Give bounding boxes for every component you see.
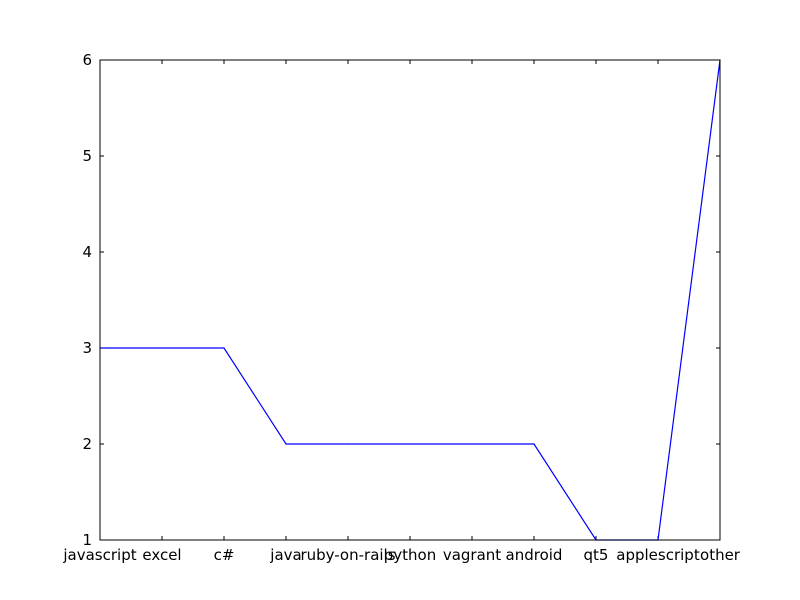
y-tick-label: 2 — [82, 435, 92, 453]
x-tick-label: vagrant — [443, 546, 501, 564]
y-tick-label: 4 — [82, 243, 92, 261]
x-tick-labels: javascript excel c# javaruby-on-railspython… — [62, 546, 740, 564]
x-tick-label: python — [384, 546, 436, 564]
x-tick-label: other — [700, 546, 741, 564]
x-tick-label: c# — [214, 546, 235, 564]
x-tick-label: applescript — [616, 546, 700, 564]
y-tick-label: 5 — [82, 147, 92, 165]
data-point — [409, 443, 411, 445]
x-tick-label: qt5 — [584, 546, 609, 564]
x-tick-label: javascript — [62, 546, 136, 564]
x-tick-label: java — [269, 546, 301, 564]
x-tick-label: excel — [142, 546, 181, 564]
data-point — [471, 443, 473, 445]
y-tick-labels: 1 2 3 4 5 6 — [82, 51, 92, 549]
x-tick-label: android — [506, 546, 563, 564]
y-tick-label: 6 — [82, 51, 92, 69]
plot-area — [100, 60, 720, 540]
y-tick-label: 1 — [82, 531, 92, 549]
data-point — [347, 443, 349, 445]
data-point — [161, 347, 163, 349]
data-point — [533, 443, 535, 445]
x-tick-label: ruby-on-rails — [300, 546, 395, 564]
data-point — [223, 347, 225, 349]
data-point — [285, 443, 287, 445]
y-tick-label: 3 — [82, 339, 92, 357]
plot-frame — [99, 59, 721, 541]
